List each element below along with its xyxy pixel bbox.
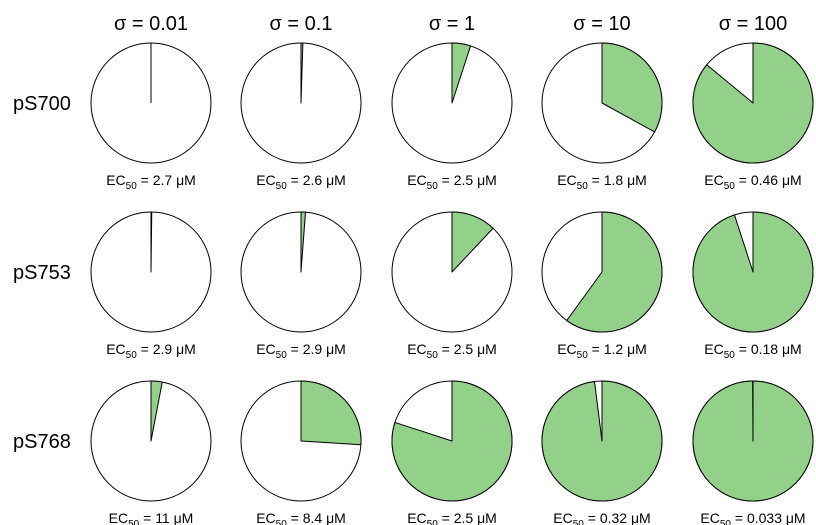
pie-chart xyxy=(240,211,362,333)
pie-slice xyxy=(692,211,814,333)
row-label: pS768 xyxy=(13,431,71,453)
row-label: pS700 xyxy=(13,93,71,115)
pie-chart xyxy=(541,42,663,164)
pie-slice xyxy=(391,380,513,502)
column-header: σ = 100 xyxy=(719,13,788,35)
pie-slice xyxy=(300,380,362,446)
pie-chart xyxy=(391,211,513,333)
pie-chart xyxy=(90,380,212,502)
pie-chart xyxy=(692,380,814,502)
pie-chart xyxy=(391,380,513,502)
ec50-label: EC50 = 2.9 μM xyxy=(106,341,196,361)
ec50-label: EC50 = 2.9 μM xyxy=(256,341,346,361)
ec50-label: EC50 = 8.4 μM xyxy=(256,510,346,525)
pie-chart xyxy=(90,42,212,164)
column-header: σ = 10 xyxy=(573,13,630,35)
column-header: σ = 0.1 xyxy=(270,13,333,35)
pie-chart xyxy=(541,380,663,502)
row-label: pS753 xyxy=(13,262,71,284)
ec50-label: EC50 = 0.18 μM xyxy=(704,341,801,361)
pie-chart xyxy=(391,42,513,164)
ec50-label: EC50 = 2.5 μM xyxy=(407,510,497,525)
ec50-label: EC50 = 0.033 μM xyxy=(700,510,805,525)
ec50-label: EC50 = 1.8 μM xyxy=(557,172,647,192)
pie-chart xyxy=(541,211,663,333)
ec50-label: EC50 = 0.32 μM xyxy=(553,510,650,525)
ec50-label: EC50 = 1.2 μM xyxy=(557,341,647,361)
column-header: σ = 0.01 xyxy=(114,13,188,35)
ec50-label: EC50 = 2.5 μM xyxy=(407,172,497,192)
pie-chart xyxy=(692,42,814,164)
pie-slice xyxy=(566,211,663,333)
pie-chart xyxy=(692,211,814,333)
ec50-label: EC50 = 11 μM xyxy=(109,510,194,525)
ec50-label: EC50 = 2.7 μM xyxy=(106,172,196,192)
pie-slice xyxy=(601,42,663,133)
pie-chart xyxy=(240,42,362,164)
column-header: σ = 1 xyxy=(429,13,475,35)
ec50-label: EC50 = 2.6 μM xyxy=(256,172,346,192)
ec50-label: EC50 = 2.5 μM xyxy=(407,341,497,361)
pie-chart xyxy=(90,211,212,333)
pie-chart xyxy=(240,380,362,502)
ec50-label: EC50 = 0.46 μM xyxy=(704,172,801,192)
